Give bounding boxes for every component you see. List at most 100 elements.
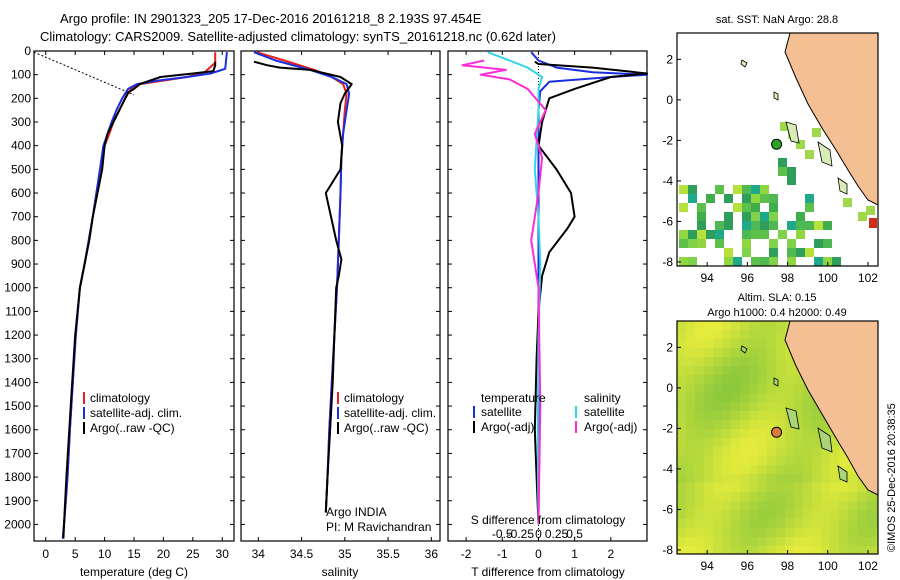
sla-cell — [695, 429, 704, 438]
sla-cell — [731, 321, 740, 330]
lat-tick-label: 2 — [666, 52, 673, 66]
sst-cell — [832, 257, 841, 266]
sla-cell — [677, 348, 686, 357]
sla-cell — [713, 330, 722, 339]
sla-cell — [713, 411, 722, 420]
series-line-satellite — [253, 51, 351, 513]
sla-cell — [785, 528, 794, 537]
sla-cell — [704, 357, 713, 366]
sst-cell — [805, 221, 814, 230]
sla-cell — [821, 537, 830, 546]
sst-cell — [769, 248, 778, 257]
lon-tick-label: 94 — [700, 559, 714, 573]
sla-cell — [758, 411, 767, 420]
sla-cell — [848, 546, 857, 554]
sla-cell — [839, 447, 848, 456]
temperature-ticks: 0 5 10 15 20 25 30 — [42, 51, 229, 561]
sst-cell — [742, 194, 751, 203]
sla-cell — [875, 537, 878, 546]
sla-cell — [812, 465, 821, 474]
sst-cell — [805, 248, 814, 257]
sla-cell — [848, 492, 857, 501]
s-tick-label: 0.5 — [566, 527, 583, 541]
sla-cell — [794, 465, 803, 474]
x-tick-label: 5 — [72, 547, 79, 561]
series-line-argo — [253, 60, 353, 513]
sla-cell — [803, 519, 812, 528]
salinity-difference-label: S difference from climatology — [471, 513, 626, 527]
sla-cell — [812, 474, 821, 483]
depth-ticks: 0 100 200 300 400 500 600 700 800 900 1000 1100 1200… — [4, 44, 234, 531]
depth-tick-label: 1800 — [4, 470, 31, 484]
lon-tick-label: 94 — [700, 271, 714, 285]
sla-cell — [758, 537, 767, 546]
temperature-frame — [33, 50, 235, 542]
island — [740, 59, 748, 68]
sla-cell — [776, 420, 785, 429]
difference-frame — [447, 50, 648, 542]
sla-cell — [776, 546, 785, 554]
sla-cell — [794, 447, 803, 456]
sla-cell — [722, 510, 731, 519]
sst-cell — [742, 221, 751, 230]
sla-cell — [731, 447, 740, 456]
sla-cell — [686, 492, 695, 501]
sla-cell — [695, 456, 704, 465]
salinity-legend: climatology satellite-adj. clim. Argo(..… — [337, 391, 436, 435]
sla-cell — [866, 501, 875, 510]
sla-cell — [794, 546, 803, 554]
sla-cell — [812, 510, 821, 519]
sla-cell — [803, 537, 812, 546]
depth-tick-label: 2000 — [4, 517, 31, 531]
sla-cell — [758, 438, 767, 447]
sla-cell — [677, 456, 686, 465]
sla-cell — [722, 438, 731, 447]
sla-cell — [740, 447, 749, 456]
island — [817, 427, 833, 453]
sla-cell — [803, 420, 812, 429]
depth-tick-label: 1200 — [4, 328, 31, 342]
sla-cell — [749, 339, 758, 348]
sla-cell — [695, 339, 704, 348]
sla-cell — [857, 510, 866, 519]
sla-cell — [749, 456, 758, 465]
sla-cell — [704, 537, 713, 546]
x-tick-label: 15 — [127, 547, 141, 561]
sla-cell — [731, 330, 740, 339]
sla-cell — [821, 501, 830, 510]
sla-cell — [794, 510, 803, 519]
sla-cell — [857, 519, 866, 528]
sla-cell — [767, 447, 776, 456]
sst-cell — [715, 239, 724, 248]
sla-cell — [857, 537, 866, 546]
sla-cell — [704, 438, 713, 447]
sla-cell — [713, 420, 722, 429]
sla-cell — [866, 492, 875, 501]
sla-cell — [794, 501, 803, 510]
sla-cell — [821, 510, 830, 519]
sla-map-ticks: 94 96 98 100 102 2 0 -2 -4 -6 -8 — [662, 340, 878, 573]
sla-cell — [695, 510, 704, 519]
sla-cell — [731, 456, 740, 465]
sla-cell — [740, 483, 749, 492]
sla-cell — [803, 510, 812, 519]
sla-cell — [776, 528, 785, 537]
sst-cell — [751, 221, 760, 230]
sla-cell — [830, 465, 839, 474]
sla-cell — [776, 465, 785, 474]
difference-legend: temperature salinity satellite Argo(-adj… — [473, 391, 637, 434]
depth-tick-label: 1300 — [4, 352, 31, 366]
island — [740, 345, 748, 354]
sla-cell — [803, 474, 812, 483]
sla-cell — [740, 456, 749, 465]
legend-climatology: climatology — [90, 391, 150, 405]
sla-cell — [866, 546, 875, 554]
sla-cell — [767, 528, 776, 537]
sla-cell — [812, 456, 821, 465]
sla-cell — [731, 438, 740, 447]
credit-stamp: ©IMOS 25-Dec-2016 20:38:35 — [886, 403, 898, 552]
sst-cell — [796, 230, 805, 239]
islands — [740, 59, 848, 195]
sla-cell — [713, 447, 722, 456]
